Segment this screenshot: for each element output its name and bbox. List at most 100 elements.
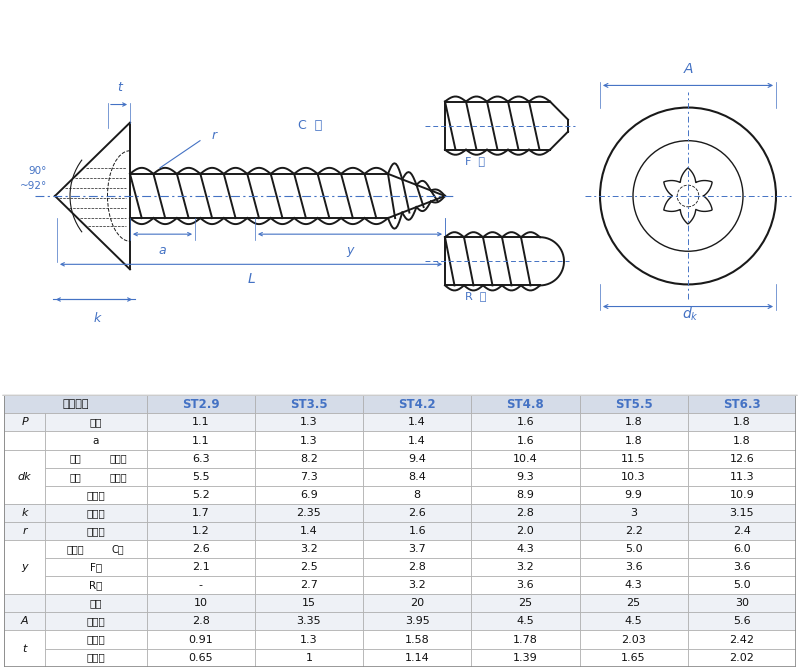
Bar bbox=[146, 558, 254, 576]
Text: 4.5: 4.5 bbox=[517, 616, 534, 626]
Bar bbox=[254, 413, 363, 431]
Text: 1.8: 1.8 bbox=[733, 417, 750, 427]
Bar bbox=[146, 630, 254, 649]
Bar bbox=[471, 522, 579, 540]
Text: 3.7: 3.7 bbox=[408, 544, 426, 554]
Text: ~92°: ~92° bbox=[20, 181, 47, 191]
Bar bbox=[146, 431, 254, 450]
Text: ST6.3: ST6.3 bbox=[723, 398, 761, 411]
Text: 1.4: 1.4 bbox=[300, 526, 318, 536]
Text: ST3.5: ST3.5 bbox=[290, 398, 328, 411]
Bar bbox=[254, 395, 363, 413]
Bar bbox=[579, 486, 688, 504]
Text: ST5.5: ST5.5 bbox=[614, 398, 653, 411]
Bar bbox=[363, 522, 471, 540]
Bar bbox=[688, 612, 796, 630]
Text: 90°: 90° bbox=[29, 166, 47, 176]
Text: 1.7: 1.7 bbox=[192, 508, 210, 518]
Bar bbox=[363, 504, 471, 522]
Text: A: A bbox=[21, 616, 29, 626]
Bar bbox=[4, 395, 146, 413]
Text: ST2.9: ST2.9 bbox=[182, 398, 219, 411]
Text: 3.6: 3.6 bbox=[733, 562, 750, 572]
Text: 最大値: 最大値 bbox=[86, 508, 106, 518]
Bar bbox=[146, 504, 254, 522]
Text: 12.6: 12.6 bbox=[730, 454, 754, 464]
Text: 3: 3 bbox=[630, 508, 637, 518]
Text: 2.8: 2.8 bbox=[408, 562, 426, 572]
Text: 最大値: 最大値 bbox=[110, 472, 127, 482]
Bar bbox=[363, 576, 471, 594]
Text: 3.2: 3.2 bbox=[300, 544, 318, 554]
Bar bbox=[146, 649, 254, 667]
Text: F  型: F 型 bbox=[465, 156, 485, 165]
Text: 6.3: 6.3 bbox=[192, 454, 210, 464]
Text: 4.3: 4.3 bbox=[625, 580, 642, 590]
Bar bbox=[146, 594, 254, 612]
Bar bbox=[146, 522, 254, 540]
Text: 5.0: 5.0 bbox=[733, 580, 750, 590]
Text: 10: 10 bbox=[194, 598, 208, 608]
Text: 1.39: 1.39 bbox=[513, 653, 538, 663]
Text: 10.3: 10.3 bbox=[622, 472, 646, 482]
Bar bbox=[471, 612, 579, 630]
Text: 2.03: 2.03 bbox=[622, 634, 646, 645]
Text: 8: 8 bbox=[414, 490, 421, 500]
Bar bbox=[579, 468, 688, 486]
Bar bbox=[45, 522, 146, 540]
Text: R  型: R 型 bbox=[465, 291, 486, 302]
Bar bbox=[471, 431, 579, 450]
Bar bbox=[45, 576, 146, 594]
Bar bbox=[579, 576, 688, 594]
Text: 参考値: 参考値 bbox=[86, 616, 106, 626]
Text: 1.14: 1.14 bbox=[405, 653, 430, 663]
Text: 20: 20 bbox=[410, 598, 424, 608]
Text: dk: dk bbox=[18, 472, 31, 482]
Bar bbox=[254, 540, 363, 558]
Bar bbox=[688, 540, 796, 558]
Text: 10.9: 10.9 bbox=[730, 490, 754, 500]
Bar bbox=[45, 468, 146, 486]
Text: 2.02: 2.02 bbox=[730, 653, 754, 663]
Bar bbox=[45, 558, 146, 576]
Bar bbox=[471, 413, 579, 431]
Bar bbox=[688, 630, 796, 649]
Bar bbox=[45, 540, 146, 558]
Bar bbox=[579, 558, 688, 576]
Bar bbox=[471, 594, 579, 612]
Text: 5.5: 5.5 bbox=[192, 472, 210, 482]
Bar bbox=[471, 504, 579, 522]
Bar bbox=[45, 413, 146, 431]
Text: 1.65: 1.65 bbox=[622, 653, 646, 663]
Text: 1.3: 1.3 bbox=[300, 436, 318, 446]
Bar bbox=[688, 486, 796, 504]
Text: r: r bbox=[22, 526, 27, 536]
Text: 1.2: 1.2 bbox=[192, 526, 210, 536]
Bar bbox=[45, 504, 146, 522]
Text: ST4.2: ST4.2 bbox=[398, 398, 436, 411]
Text: 1.8: 1.8 bbox=[625, 417, 642, 427]
Bar bbox=[688, 450, 796, 468]
Text: 11.3: 11.3 bbox=[730, 472, 754, 482]
Bar bbox=[363, 612, 471, 630]
Text: 3.95: 3.95 bbox=[405, 616, 430, 626]
Text: 9.9: 9.9 bbox=[625, 490, 642, 500]
Text: 5.0: 5.0 bbox=[625, 544, 642, 554]
Text: $d_k$: $d_k$ bbox=[682, 306, 698, 323]
Text: 最大値: 最大値 bbox=[86, 634, 106, 645]
Text: 1.6: 1.6 bbox=[517, 417, 534, 427]
Bar bbox=[363, 630, 471, 649]
Text: 9.3: 9.3 bbox=[517, 472, 534, 482]
Text: a: a bbox=[93, 436, 99, 446]
Text: 9.4: 9.4 bbox=[408, 454, 426, 464]
Bar bbox=[4, 522, 45, 540]
Bar bbox=[579, 540, 688, 558]
Bar bbox=[254, 612, 363, 630]
Bar bbox=[254, 504, 363, 522]
Text: 2.5: 2.5 bbox=[300, 562, 318, 572]
Text: k: k bbox=[22, 508, 28, 518]
Text: 8.2: 8.2 bbox=[300, 454, 318, 464]
Text: 2.0: 2.0 bbox=[517, 526, 534, 536]
Text: 最小値: 最小値 bbox=[86, 490, 106, 500]
Text: 2.42: 2.42 bbox=[730, 634, 754, 645]
